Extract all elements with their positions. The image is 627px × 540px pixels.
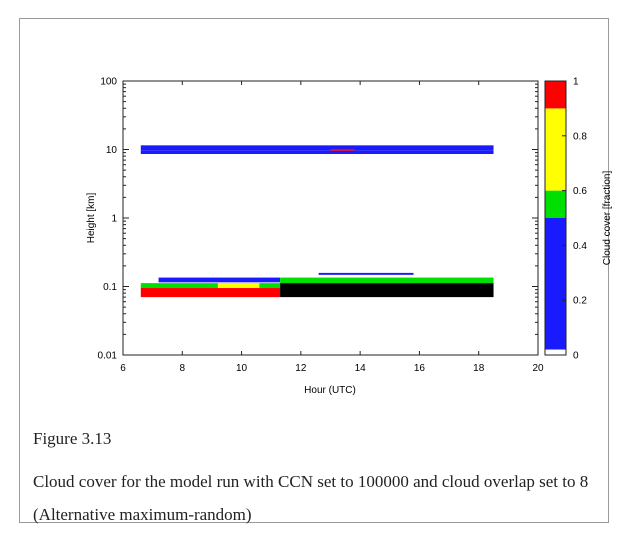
x-tick-label: 18: [473, 363, 485, 374]
colorbar-label: Cloud cover [fraction]: [602, 171, 613, 266]
colorbar-tick-label: 0.8: [573, 131, 587, 142]
x-tick-label: 20: [532, 363, 544, 374]
x-tick-label: 6: [120, 363, 126, 374]
x-tick-label: 10: [236, 363, 248, 374]
colorbar-tick-label: 0: [573, 351, 579, 362]
cloud-cell-9: [280, 283, 494, 298]
cloud-cell-3: [158, 277, 281, 283]
y-tick-label: 10: [106, 145, 118, 156]
y-tick-label: 100: [100, 77, 117, 88]
colorbar-tick-label: 0.6: [573, 186, 587, 197]
cloud-cell-8: [140, 288, 281, 298]
colorbar-level-4: [545, 81, 566, 109]
y-tick-label: 0.1: [103, 282, 117, 293]
colorbar-level-1: [545, 218, 566, 350]
colorbar-level-3: [545, 108, 566, 191]
cloud-cell-7: [280, 277, 494, 284]
cloud-cell-1: [140, 150, 494, 154]
cloud-cell-6: [217, 283, 260, 289]
x-tick-label: 12: [295, 363, 307, 374]
x-axis-ticks: 6 8 10 12 14 16 18 20: [120, 81, 544, 374]
cloud-cell-0: [140, 145, 494, 151]
colorbar-level-0: [545, 349, 566, 355]
y-axis-ticks: 100 10 1 0.1 0.01: [98, 77, 538, 362]
colorbar-frame: [544, 80, 567, 356]
colorbar-tick-label: 0.4: [573, 241, 587, 252]
x-tick-label: 8: [180, 363, 186, 374]
cloud-cell-2: [330, 148, 355, 151]
figure-number: Figure 3.13: [33, 429, 112, 448]
colorbar-level-2: [545, 190, 566, 218]
colorbar-ticks: 0 0.2 0.4 0.6 0.8 1: [562, 77, 587, 362]
cloud-cell-5: [140, 283, 281, 289]
cloud-cover-cells: [140, 145, 494, 298]
y-tick-label: 0.01: [98, 351, 118, 362]
x-tick-label: 14: [355, 363, 367, 374]
plot-area: [122, 80, 539, 356]
figure-frame: [19, 18, 609, 523]
colorbar-tick-label: 1: [573, 77, 579, 88]
colorbar-tick-label: 0.2: [573, 296, 587, 307]
figure-caption: Cloud cover for the model run with CCN s…: [33, 472, 589, 524]
x-axis-label: Hour (UTC): [304, 385, 356, 396]
x-tick-label: 16: [414, 363, 426, 374]
cloud-cell-4: [318, 272, 414, 275]
y-axis-label: Height [km]: [86, 192, 97, 243]
y-tick-label: 1: [111, 214, 117, 225]
colorbar: [545, 81, 566, 355]
